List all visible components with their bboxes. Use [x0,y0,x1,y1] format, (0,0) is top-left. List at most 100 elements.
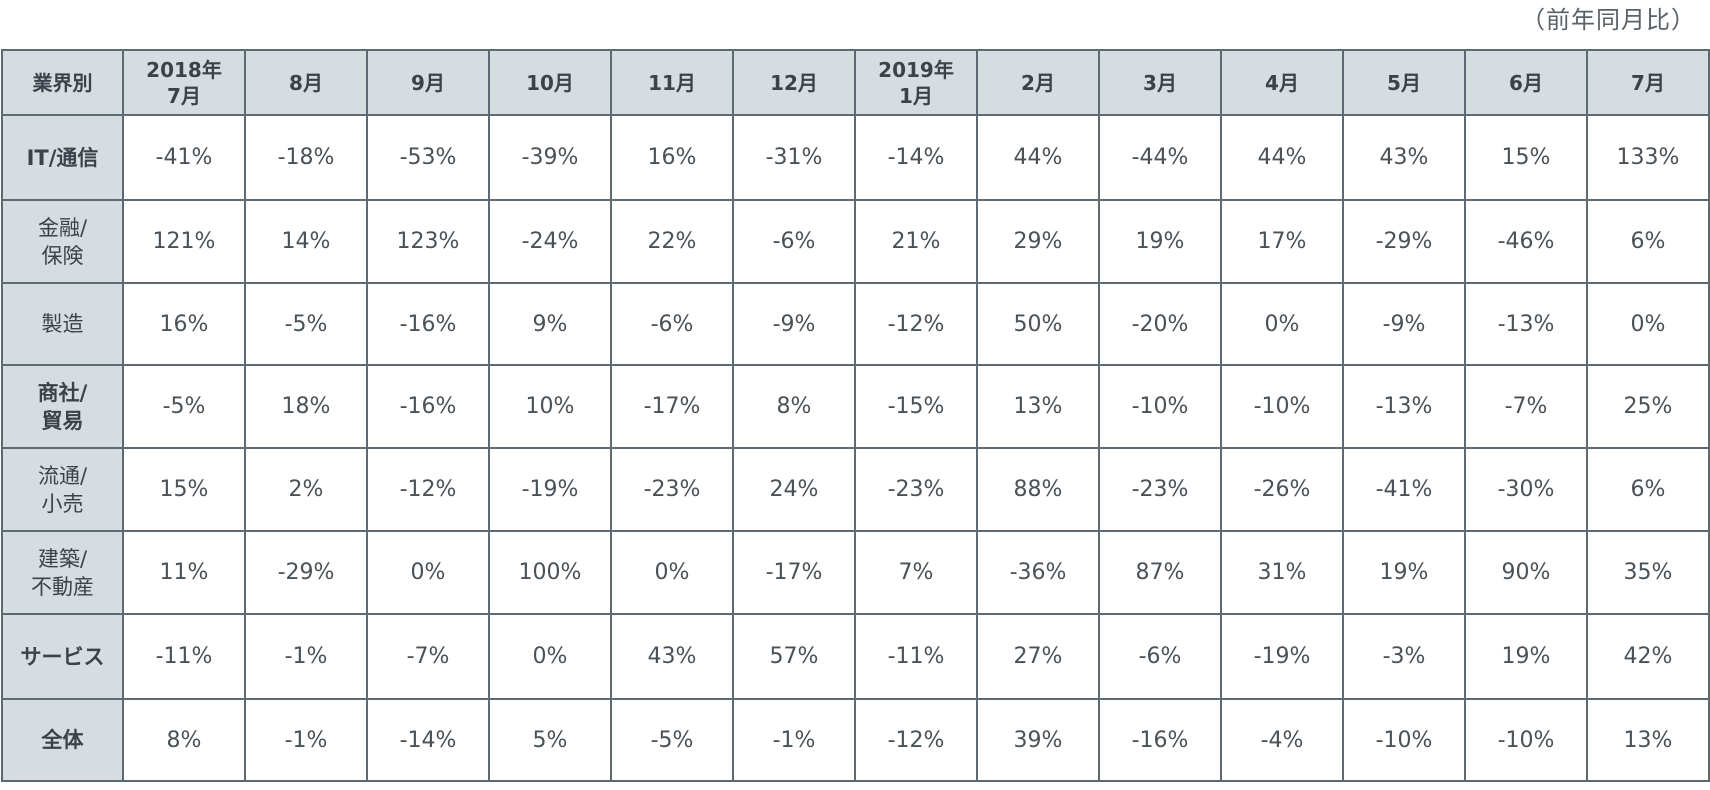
table-cell: -7% [366,613,490,700]
table-cell: 19% [1464,613,1588,700]
table-cell: -11% [122,613,246,700]
table-cell: -13% [1464,282,1588,366]
table-cell: -3% [1342,613,1466,700]
col-header: 3月 [1098,49,1222,116]
table-cell: -9% [732,282,856,366]
table-cell: 13% [976,364,1100,449]
table-cell: 8% [732,364,856,449]
table-cell: -15% [854,364,978,449]
table-cell: 31% [1220,530,1344,615]
table-cell: -9% [1342,282,1466,366]
col-header-line: 1月 [899,83,933,108]
row-header-line: 小売 [41,491,84,516]
table-cell: 9% [488,282,612,366]
table-row: 商社/貿易 -5% 18% -16% 10% -17% 8% -15% 13% -10% -10% -… [1,364,1710,449]
table-cell: -36% [976,530,1100,615]
table-cell: 15% [1464,114,1588,201]
table-cell: 100% [488,530,612,615]
table-cell: -12% [366,447,490,532]
row-header: 流通/小売 [1,447,124,532]
table-cell: -46% [1464,199,1588,284]
table-row: 建築/不動産 11% -29% 0% 100% 0% -17% 7% -36% 87% 31% 19%… [1,530,1710,615]
table-cell: -7% [1464,364,1588,449]
table-cell: -16% [366,282,490,366]
table-cell: 0% [366,530,490,615]
table-cell: 50% [976,282,1100,366]
table-cell: -41% [122,114,246,201]
table-cell: 15% [122,447,246,532]
corner-header: 業界別 [1,49,124,116]
row-header-line: 金融/ [37,215,88,240]
col-header: 2018年 7月 [122,49,246,116]
table-cell: 39% [976,698,1100,782]
table-cell: 21% [854,199,978,284]
table-cell: -18% [244,114,368,201]
table-cell: -6% [732,199,856,284]
row-header-line: 建築/ [37,546,88,571]
table-cell: 44% [1220,114,1344,201]
table-cell: 17% [1220,199,1344,284]
table-cell: -16% [366,364,490,449]
table-cell: 0% [1220,282,1344,366]
table-cell: -10% [1220,364,1344,449]
table-cell: 8% [122,698,246,782]
table-cell: 24% [732,447,856,532]
table-cell: 87% [1098,530,1222,615]
table-cell: -10% [1342,698,1466,782]
col-header: 2019年 1月 [854,49,978,116]
row-header: 全体 [1,698,124,782]
table-cell: 90% [1464,530,1588,615]
table-cell: 19% [1098,199,1222,284]
table-cell: 35% [1586,530,1710,615]
table-row: 全体 8% -1% -14% 5% -5% -1% -12% 39% -16% -4% -10% -10… [1,698,1710,782]
table-cell: 10% [488,364,612,449]
row-header: 商社/貿易 [1,364,124,449]
table-cell: 19% [1342,530,1466,615]
table-cell: -14% [854,114,978,201]
table-cell: 121% [122,199,246,284]
table-cell: -4% [1220,698,1344,782]
table-cell: 43% [610,613,734,700]
table-cell: 133% [1586,114,1710,201]
table-cell: -31% [732,114,856,201]
col-header: 12月 [732,49,856,116]
table-cell: 43% [1342,114,1466,201]
table-cell: -17% [610,364,734,449]
table-cell: -13% [1342,364,1466,449]
table-cell: 16% [122,282,246,366]
table-cell: -39% [488,114,612,201]
row-header: サービス [1,613,124,700]
table-cell: -20% [1098,282,1222,366]
table-cell: 18% [244,364,368,449]
table-row: サービス -11% -1% -7% 0% 43% 57% -11% 27% -6% -19% -3% 1… [1,613,1710,700]
table-cell: -19% [1220,613,1344,700]
table-cell: 14% [244,199,368,284]
col-header: 2月 [976,49,1100,116]
table-cell: -5% [122,364,246,449]
row-header-line: 製造 [41,312,84,336]
table-cell: -24% [488,199,612,284]
table-cell: -1% [244,613,368,700]
table-row: 金融/保険 121% 14% 123% -24% 22% -6% 21% 29% 19% 17% -2… [1,199,1710,284]
col-header: 8月 [244,49,368,116]
table-cell: 0% [1586,282,1710,366]
table-cell: -53% [366,114,490,201]
table-cell: 2% [244,447,368,532]
table-cell: -11% [854,613,978,700]
table-cell: -29% [244,530,368,615]
col-header: 6月 [1464,49,1588,116]
row-header: 金融/保険 [1,199,124,284]
table-cell: 88% [976,447,1100,532]
table-cell: -5% [244,282,368,366]
table-cell: 7% [854,530,978,615]
table-cell: 11% [122,530,246,615]
table-cell: -44% [1098,114,1222,201]
table-cell: -16% [1098,698,1222,782]
col-header: 9月 [366,49,490,116]
table-note: （前年同月比） [1521,6,1696,34]
col-header-line: 2018年 [146,57,222,82]
row-header-line: IT/通信 [26,145,99,170]
table-cell: -12% [854,698,978,782]
row-header-line: 商社/ [37,380,88,405]
